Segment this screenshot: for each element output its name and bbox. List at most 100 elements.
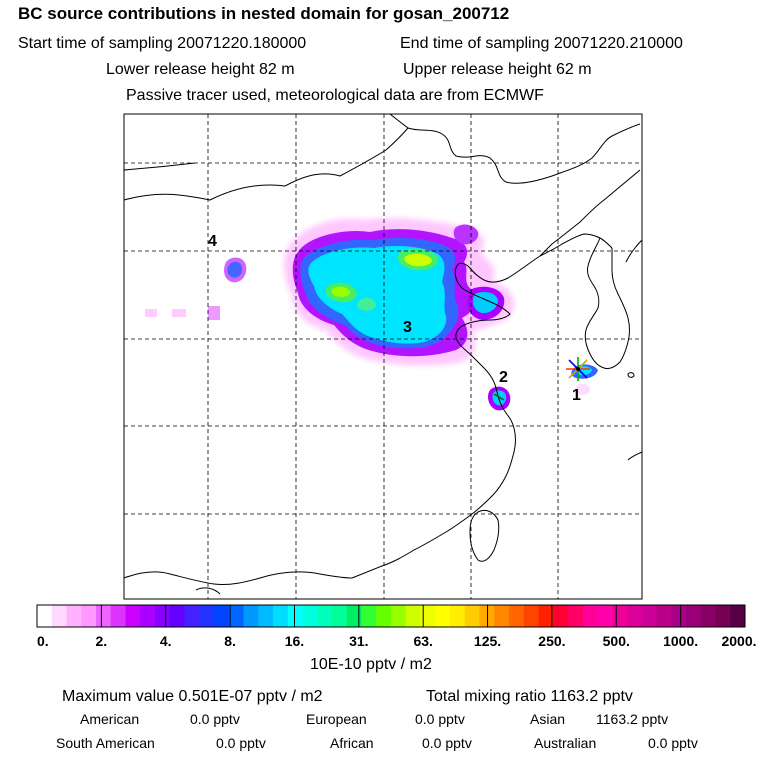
japan-coast <box>625 239 642 263</box>
colorbar-tick-label: 1000. <box>663 633 698 649</box>
max-value: Maximum value 0.501E-07 pptv / m2 <box>62 688 323 705</box>
source-label-3: 3 <box>403 319 412 336</box>
mongolia-border <box>124 114 409 201</box>
colorbar-tick-label: 0. <box>37 633 49 649</box>
colorbar-cell <box>686 605 702 627</box>
end-time: End time of sampling 20071220.210000 <box>400 35 683 52</box>
colorbar-cell <box>346 605 362 627</box>
colorbar-cell <box>612 605 628 627</box>
asian-label: Asian <box>530 711 566 727</box>
colorbar-cell <box>450 605 466 627</box>
colorbar-cell <box>656 605 672 627</box>
colorbar-cell <box>81 605 97 627</box>
plot-title: BC source contributions in nested domain… <box>18 4 510 23</box>
colorbar-cell <box>51 605 67 627</box>
colorbar-cell <box>302 605 318 627</box>
american-label: American <box>80 711 140 727</box>
colorbar-cell <box>420 605 436 627</box>
hainan-area <box>195 587 221 595</box>
plume-yellowgreen-1 <box>331 286 350 297</box>
concentration-plume <box>145 217 598 411</box>
asian-value: 1163.2 pptv <box>596 711 669 727</box>
colorbar-tick-label: 4. <box>160 633 172 649</box>
colorbar-tick-label: 2000. <box>721 633 756 649</box>
korea-peninsula <box>584 237 630 369</box>
source-label-2: 2 <box>499 369 508 386</box>
colorbar-cell <box>317 605 333 627</box>
colorbar-cell <box>715 605 731 627</box>
colorbar-cell <box>258 605 274 627</box>
source-label-4: 4 <box>208 233 217 250</box>
manchuria-east <box>539 169 641 257</box>
colorbar-cell <box>214 605 230 627</box>
colorbar-cell <box>332 605 348 627</box>
plume-west-1-blue <box>227 261 243 278</box>
american-value: 0.0 pptv <box>190 711 240 727</box>
colorbar-cell <box>125 605 141 627</box>
plume-cyan <box>308 246 447 344</box>
lower-release-height: Lower release height 82 m <box>106 61 295 78</box>
colorbar-cell <box>169 605 185 627</box>
colorbar-tick-label: 500. <box>603 633 630 649</box>
taiwan <box>469 509 500 562</box>
colorbar-cell <box>184 605 200 627</box>
colorbar-tick-label: 125. <box>474 633 501 649</box>
colorbar-cell <box>582 605 598 627</box>
south-american-value: 0.0 pptv <box>216 735 266 751</box>
plume-speck-2 <box>172 309 186 317</box>
south-american-label: South American <box>56 735 155 751</box>
colorbar-cell <box>405 605 421 627</box>
colorbar-cell <box>361 605 377 627</box>
colorbar-cell <box>66 605 82 627</box>
european-value: 0.0 pptv <box>415 711 465 727</box>
upper-release-height: Upper release height 62 m <box>403 61 592 78</box>
colorbar-cell <box>730 605 746 627</box>
plume-green-3 <box>357 297 376 311</box>
colorbar-cell <box>509 605 525 627</box>
colorbar-cell <box>243 605 259 627</box>
colorbar-cell <box>464 605 480 627</box>
start-time: Start time of sampling 20071220.180000 <box>18 35 307 52</box>
tracer-info: Passive tracer used, meteorological data… <box>126 87 544 104</box>
colorbar-cell <box>287 605 303 627</box>
colorbar-cell <box>597 605 613 627</box>
african-label: African <box>330 735 374 751</box>
colorbar: 0. 2. 4. 8. 16. 31. 63. 125. 250. 500. 1000. 2000. <box>36 604 757 649</box>
colorbar-cell <box>641 605 657 627</box>
colorbar-cell <box>96 605 112 627</box>
colorbar-cell <box>155 605 171 627</box>
plume-speck-1 <box>145 309 157 317</box>
colorbar-cell <box>199 605 215 627</box>
colorbar-cell <box>228 605 244 627</box>
colorbar-tick-label: 250. <box>538 633 565 649</box>
map-frame <box>123 113 643 600</box>
receptor-star-icon <box>566 357 590 381</box>
colorbar-cell <box>700 605 716 627</box>
colorbar-cell <box>627 605 643 627</box>
colorbar-cell <box>37 605 53 627</box>
colorbar-tick-label: 8. <box>224 633 236 649</box>
manchuria-border <box>407 123 641 184</box>
source-2-marker <box>493 393 505 401</box>
source-label-1: 1 <box>572 387 581 404</box>
european-label: European <box>306 711 367 727</box>
australian-value: 0.0 pptv <box>648 735 698 751</box>
bohai-coast <box>454 255 541 369</box>
colorbar-cell <box>435 605 451 627</box>
colorbar-tick-label: 63. <box>413 633 432 649</box>
map-content <box>124 114 642 599</box>
colorbar-cell <box>391 605 407 627</box>
plume-korea-haze <box>576 383 590 395</box>
colorbar-cell <box>523 605 539 627</box>
border-north <box>124 162 196 171</box>
jeju <box>627 372 635 378</box>
total-mixing-ratio: Total mixing ratio 1163.2 pptv <box>426 688 633 705</box>
kyushu <box>627 451 642 461</box>
colorbar-frame <box>36 604 746 628</box>
south-border <box>124 571 353 585</box>
colorbar-tick-label: 2. <box>96 633 108 649</box>
colorbar-tick-label: 16. <box>285 633 304 649</box>
colorbar-cell <box>273 605 289 627</box>
lat-lon-grid <box>124 114 642 599</box>
